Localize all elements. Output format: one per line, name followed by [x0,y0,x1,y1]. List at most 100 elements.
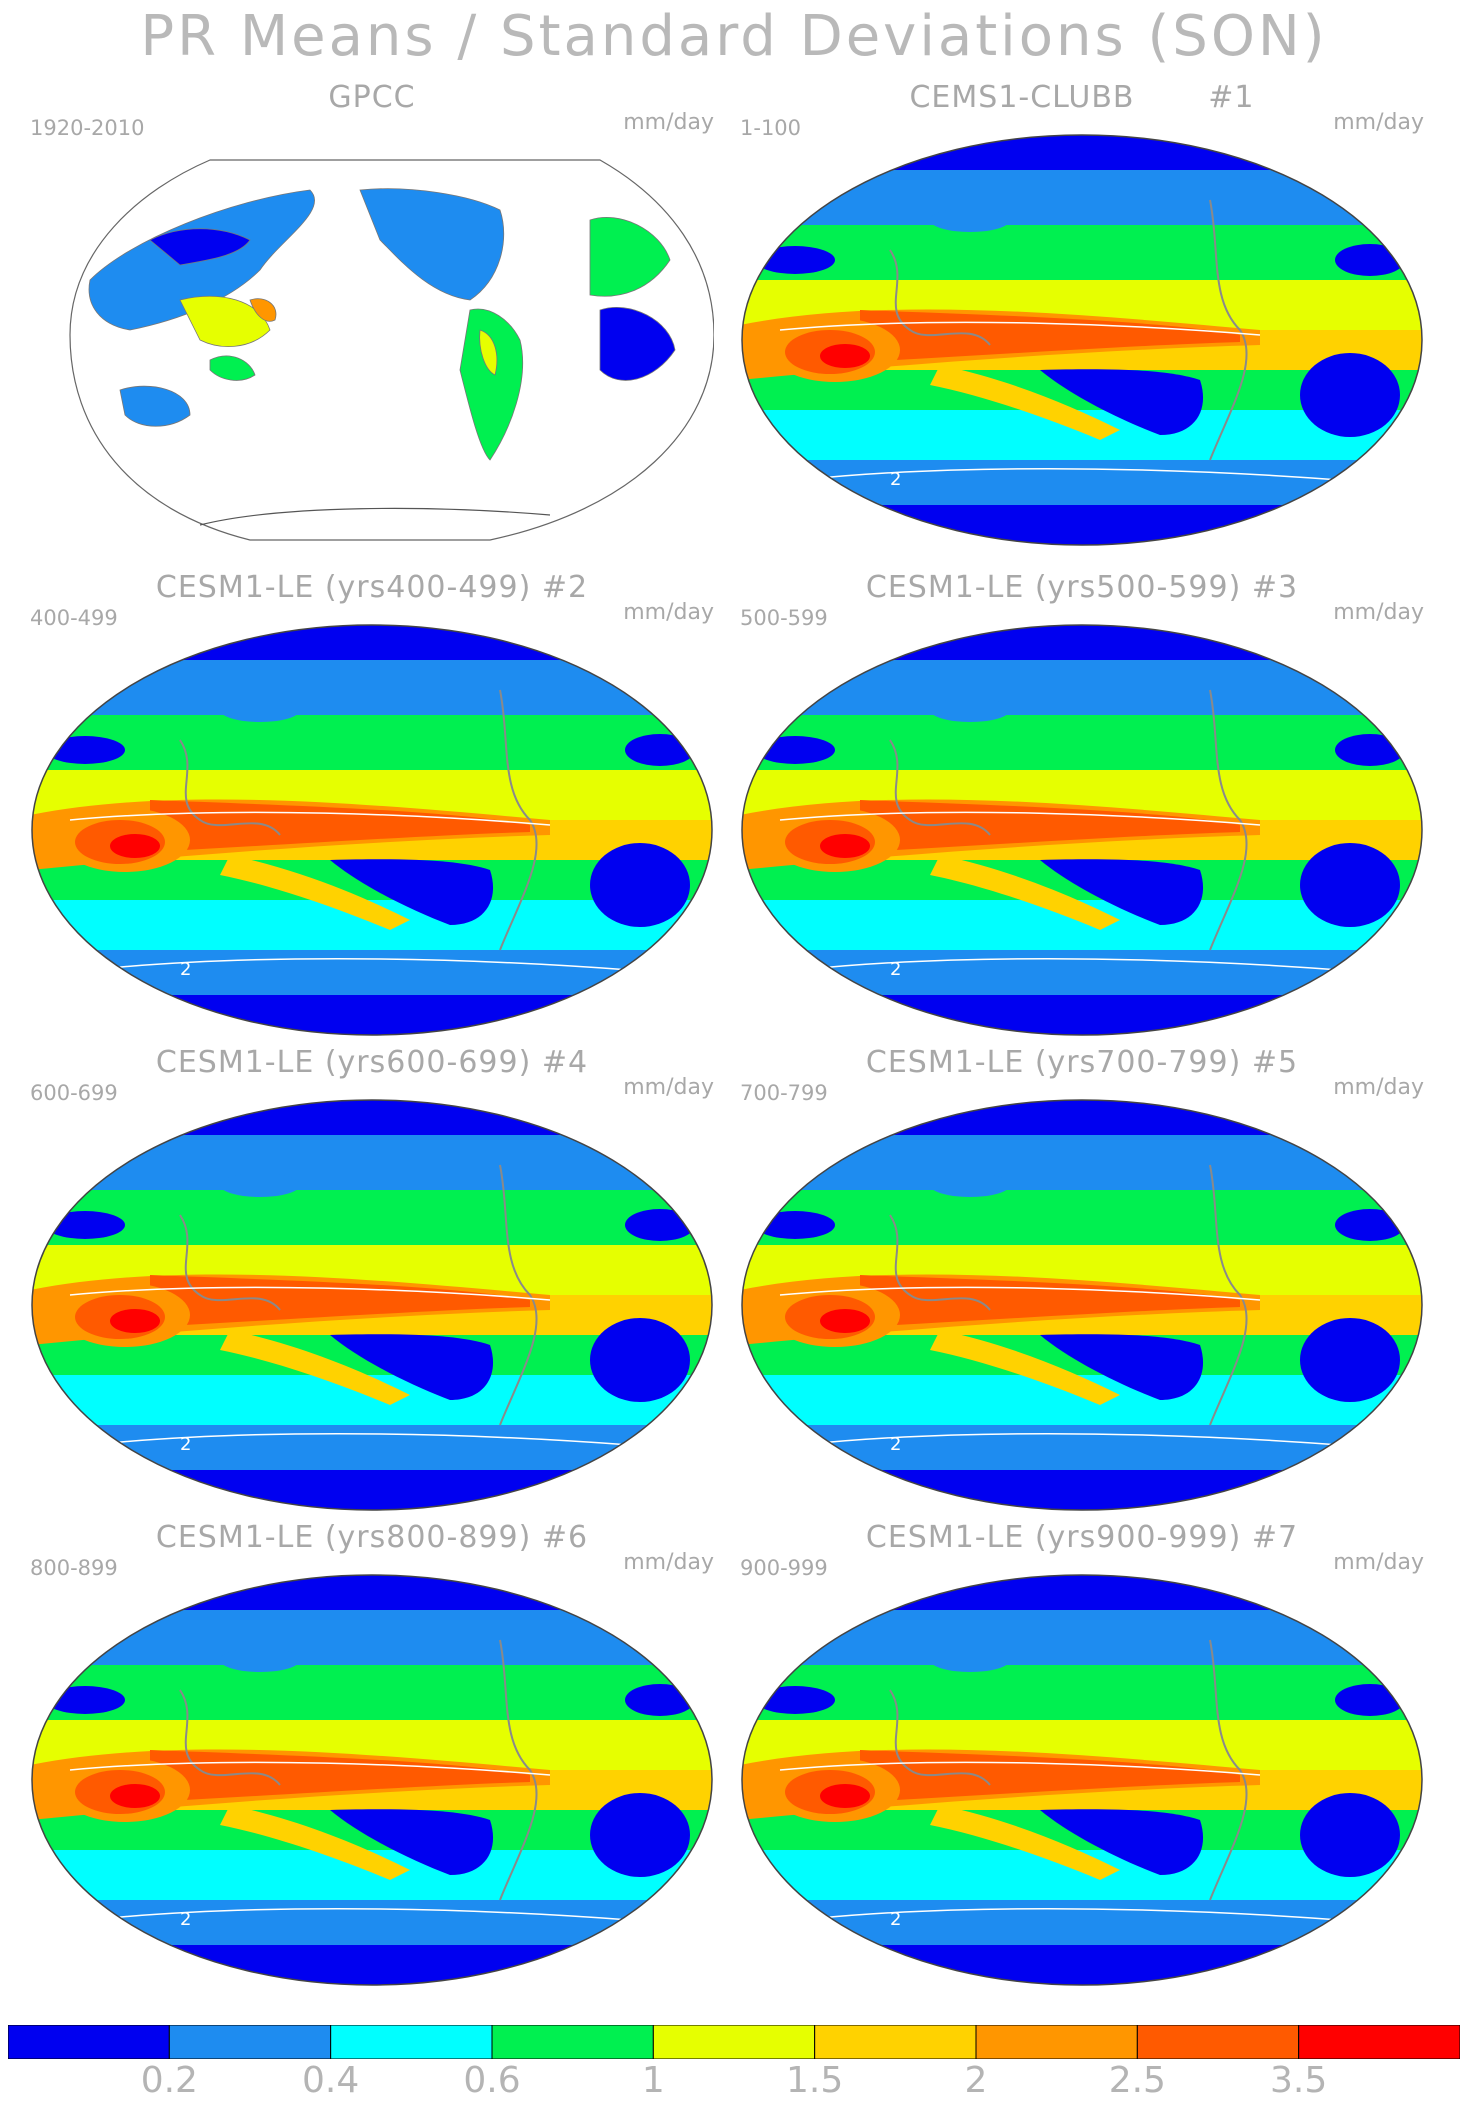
run-number: #2 [541,570,589,605]
colorbar-swatch [1136,2025,1300,2059]
model-name: CESM1-LE (yrs500-599) [865,570,1242,605]
panel-run-4: CESM1-LE (yrs600-699) #4 600-699 mm/day … [30,1045,714,1515]
precip-band [32,1425,712,1470]
panel-units: mm/day [1333,1550,1424,1575]
std-contour [69,811,551,826]
colorbar-swatch [1298,2025,1460,2059]
precip-band [742,1945,1422,1985]
main-title: PR Means / Standard Deviations (SON) [140,4,1328,69]
dry-zone-sahara [1335,1209,1405,1241]
dry-zone-east-pacific [1040,369,1204,435]
dry-zone-south-atlantic [1300,1793,1400,1877]
antarctica-outline [199,507,551,526]
precip-band [32,1610,712,1665]
map-outline [31,1574,713,1986]
panel-years: 400-499 [30,606,118,630]
precip-field: 2 [742,1100,1422,1510]
dry-zone-sahara [1335,244,1405,276]
land-precip [589,217,671,297]
precip-band [32,660,712,715]
precip-field: 2 [742,135,1422,545]
precip-band [742,1190,1422,1245]
map-run-4: 2 [31,1099,713,1511]
colorbar-tick-label: 0.4 [302,2060,360,2101]
panel-years: 900-999 [740,1556,828,1580]
colorbar-tick-label: 1.5 [786,2060,844,2101]
land-precip [249,298,277,322]
model-name: CESM1-LE (yrs700-799) [865,1045,1242,1080]
std-contour [89,1908,631,1921]
spcz-band [220,1330,410,1405]
spcz-band [220,855,410,930]
precip-band [32,1100,712,1135]
coastline [1209,689,1248,951]
panel-run-6: CESM1-LE (yrs800-899) #6 800-899 mm/day … [30,1520,714,1990]
colorbar-swatch [491,2025,654,2059]
spcz-band [930,1805,1120,1880]
precip-band [742,505,1422,545]
dry-zone-east-pacific [330,1334,494,1400]
colorbar-tick-label: 3.5 [1270,2060,1328,2101]
precip-band [742,950,1422,995]
panel-units: mm/day [623,600,714,625]
panel-run-7: CESM1-LE (yrs900-999) #7 900-999 mm/day … [740,1520,1424,1990]
dry-zone-south-atlantic [1300,1318,1400,1402]
precip-band [742,1135,1422,1190]
land-precip [179,295,271,347]
warm-pool-max [820,1309,870,1333]
dry-zone-north-africa [45,1686,125,1714]
dry-zone-south-atlantic [1300,353,1400,437]
coastline [889,739,991,836]
dry-zone-north-africa [45,1211,125,1239]
dry-zone-east-pacific [330,859,494,925]
precip-band [742,715,1422,770]
panel-run-1: CEMS1-CLUBB #1 1-100 mm/day 2 [740,80,1424,550]
panel-years: 800-899 [30,1556,118,1580]
run-number: #1 [1208,80,1255,115]
panel-years: 1-100 [740,116,802,140]
run-number: #4 [541,1045,589,1080]
map-outline [741,134,1423,546]
precip-band [742,170,1422,225]
model-name: CESM1-LE (yrs800-899) [155,1520,532,1555]
coastline [499,1164,538,1426]
map-gpcc [69,159,714,541]
panel-title: CESM1-LE (yrs400-499) #2 [30,570,714,605]
precip-band [742,1100,1422,1135]
panel-units: mm/day [1333,600,1424,625]
dry-zone-sahara [625,1209,695,1241]
run-number: #7 [1251,1520,1299,1555]
precip-field: 2 [32,1575,712,1985]
dry-zone-asia [930,1173,1010,1197]
model-name: CESM1-LE (yrs600-699) [155,1045,532,1080]
coastline [179,1214,281,1311]
panel-run-2: CESM1-LE (yrs400-499) #2 400-499 mm/day … [30,570,714,1040]
map-outline [31,1099,713,1511]
precip-band [32,1575,712,1610]
map-outline [741,1574,1423,1986]
panel-years: 500-599 [740,606,828,630]
std-contour [89,1433,631,1446]
panel-run-3: CESM1-LE (yrs500-599) #3 500-599 mm/day … [740,570,1424,1040]
panel-units: mm/day [1333,110,1424,135]
colorbar-tick-label: 0.6 [463,2060,521,2101]
panel-title: CESM1-LE (yrs900-999) #7 [740,1520,1424,1555]
colorbar [8,2025,1460,2059]
dry-zone-asia [220,698,300,722]
model-name: CESM1-LE (yrs400-499) [155,570,532,605]
std-contour [69,1761,551,1776]
precip-band [742,1575,1422,1610]
colorbar-swatch [814,2025,977,2059]
dry-zone-sahara [625,734,695,766]
dry-zone-asia [930,698,1010,722]
land-precip [599,307,676,381]
warm-pool-max [110,834,160,858]
precip-field: 2 [742,1575,1422,1985]
land-precip [119,385,191,427]
dry-zone-north-africa [755,1686,835,1714]
precip-band [742,1900,1422,1945]
coastline [889,1214,991,1311]
std-contour [799,468,1341,481]
panel-years: 1920-2010 [30,116,145,140]
map-outline [741,1099,1423,1511]
